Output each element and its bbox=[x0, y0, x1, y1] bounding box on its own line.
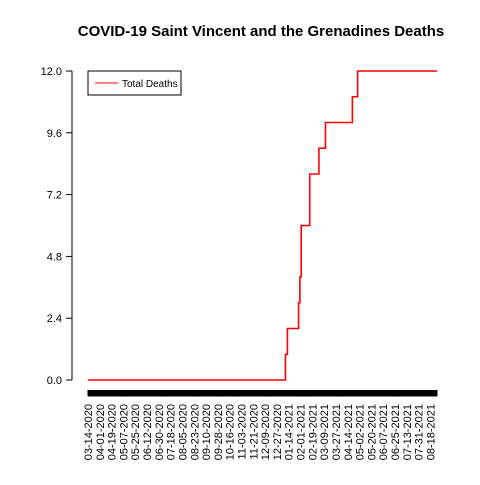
legend: Total Deaths bbox=[87, 70, 182, 96]
x-tick-label: 09-10-2020 bbox=[201, 404, 213, 460]
x-tick-label: 02-01-2021 bbox=[296, 404, 308, 460]
y-tick-label: 12.0 bbox=[41, 66, 62, 78]
x-tick-label: 04-01-2020 bbox=[95, 404, 107, 460]
x-tick-label: 03-14-2020 bbox=[83, 404, 95, 460]
x-tick-label: 06-25-2021 bbox=[390, 404, 402, 460]
x-tick-label: 07-13-2021 bbox=[402, 404, 414, 460]
x-tick-label: 11-03-2020 bbox=[237, 404, 249, 459]
x-tick-label: 05-20-2021 bbox=[366, 404, 378, 460]
x-tick-label: 03-09-2021 bbox=[319, 404, 331, 460]
x-tick-label: 11-21-2020 bbox=[248, 404, 260, 459]
x-tick-label: 12-09-2020 bbox=[260, 404, 272, 460]
x-tick-label: 10-16-2020 bbox=[225, 404, 237, 460]
x-tick-label: 06-07-2021 bbox=[378, 404, 390, 460]
x-tick-label: 05-25-2020 bbox=[130, 404, 142, 460]
x-tick-label: 08-23-2020 bbox=[189, 404, 201, 460]
x-tick-label: 12-27-2020 bbox=[272, 404, 284, 460]
y-tick-label: 9.6 bbox=[47, 128, 62, 140]
chart-title: COVID-19 Saint Vincent and the Grenadine… bbox=[78, 23, 444, 40]
y-tick-label: 2.4 bbox=[47, 313, 62, 325]
x-tick-label: 08-05-2020 bbox=[177, 404, 189, 460]
x-tick-label: 06-12-2020 bbox=[142, 404, 154, 460]
x-tick-label: 06-30-2020 bbox=[154, 404, 166, 460]
x-tick-label: 04-19-2020 bbox=[107, 404, 119, 460]
x-tick-label: 08-18-2021 bbox=[425, 404, 437, 460]
legend-label-total-deaths: Total Deaths bbox=[122, 79, 178, 90]
x-tick-label: 02-19-2021 bbox=[307, 404, 319, 460]
y-tick-label: 7.2 bbox=[47, 190, 62, 202]
x-tick-label: 05-02-2021 bbox=[355, 404, 367, 460]
x-tick-label: 05-07-2020 bbox=[118, 404, 130, 460]
x-tick-label: 04-14-2021 bbox=[343, 404, 355, 460]
x-tick-label: 09-28-2020 bbox=[213, 404, 225, 460]
x-tick-label: 03-27-2021 bbox=[331, 404, 343, 460]
x-tick-label: 07-18-2020 bbox=[166, 404, 178, 460]
x-tick-label: 01-14-2021 bbox=[284, 404, 296, 460]
series-line-total-deaths bbox=[88, 70, 437, 381]
y-tick-label: 4.8 bbox=[47, 251, 62, 263]
y-tick-label: 0.0 bbox=[47, 375, 62, 387]
x-tick-label: 07-31-2021 bbox=[414, 404, 426, 460]
